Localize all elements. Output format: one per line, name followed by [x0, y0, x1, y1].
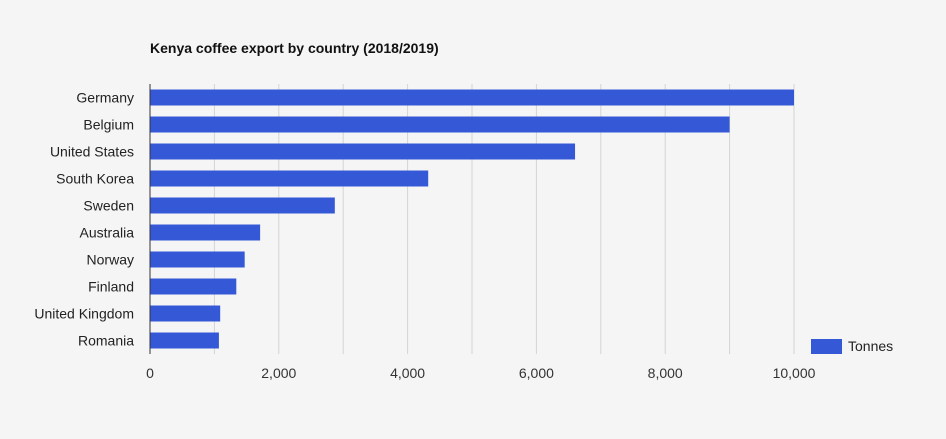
- legend: Tonnes: [811, 338, 893, 354]
- category-label: Belgium: [83, 117, 134, 133]
- category-label: Germany: [76, 90, 134, 106]
- bar-united-kingdom: [150, 305, 221, 322]
- x-tick-label: 6,000: [519, 365, 554, 381]
- bar-germany: [150, 89, 794, 106]
- bar-australia: [150, 224, 261, 241]
- category-label: Norway: [87, 252, 134, 268]
- bar-finland: [150, 278, 237, 295]
- category-label: Australia: [80, 225, 135, 241]
- x-tick-label: 10,000: [773, 365, 816, 381]
- category-label: Sweden: [83, 198, 134, 214]
- chart-title: Kenya coffee export by country (2018/201…: [150, 40, 439, 56]
- legend-swatch: [811, 338, 842, 354]
- legend-label: Tonnes: [848, 338, 894, 354]
- category-label: South Korea: [56, 171, 134, 187]
- x-tick-label: 2,000: [261, 365, 296, 381]
- bar-norway: [150, 251, 245, 268]
- bar-united-states: [150, 143, 576, 160]
- x-tick-label: 4,000: [390, 365, 425, 381]
- bar-romania: [150, 332, 219, 349]
- bar-belgium: [150, 116, 730, 133]
- category-label: United Kingdom: [34, 306, 134, 322]
- x-tick-label: 0: [146, 365, 154, 381]
- bar-sweden: [150, 197, 335, 214]
- x-tick-label: 8,000: [648, 365, 683, 381]
- bar-south-korea: [150, 170, 429, 187]
- category-label: United States: [50, 144, 134, 160]
- category-label: Finland: [88, 279, 134, 295]
- category-label: Romania: [78, 333, 134, 349]
